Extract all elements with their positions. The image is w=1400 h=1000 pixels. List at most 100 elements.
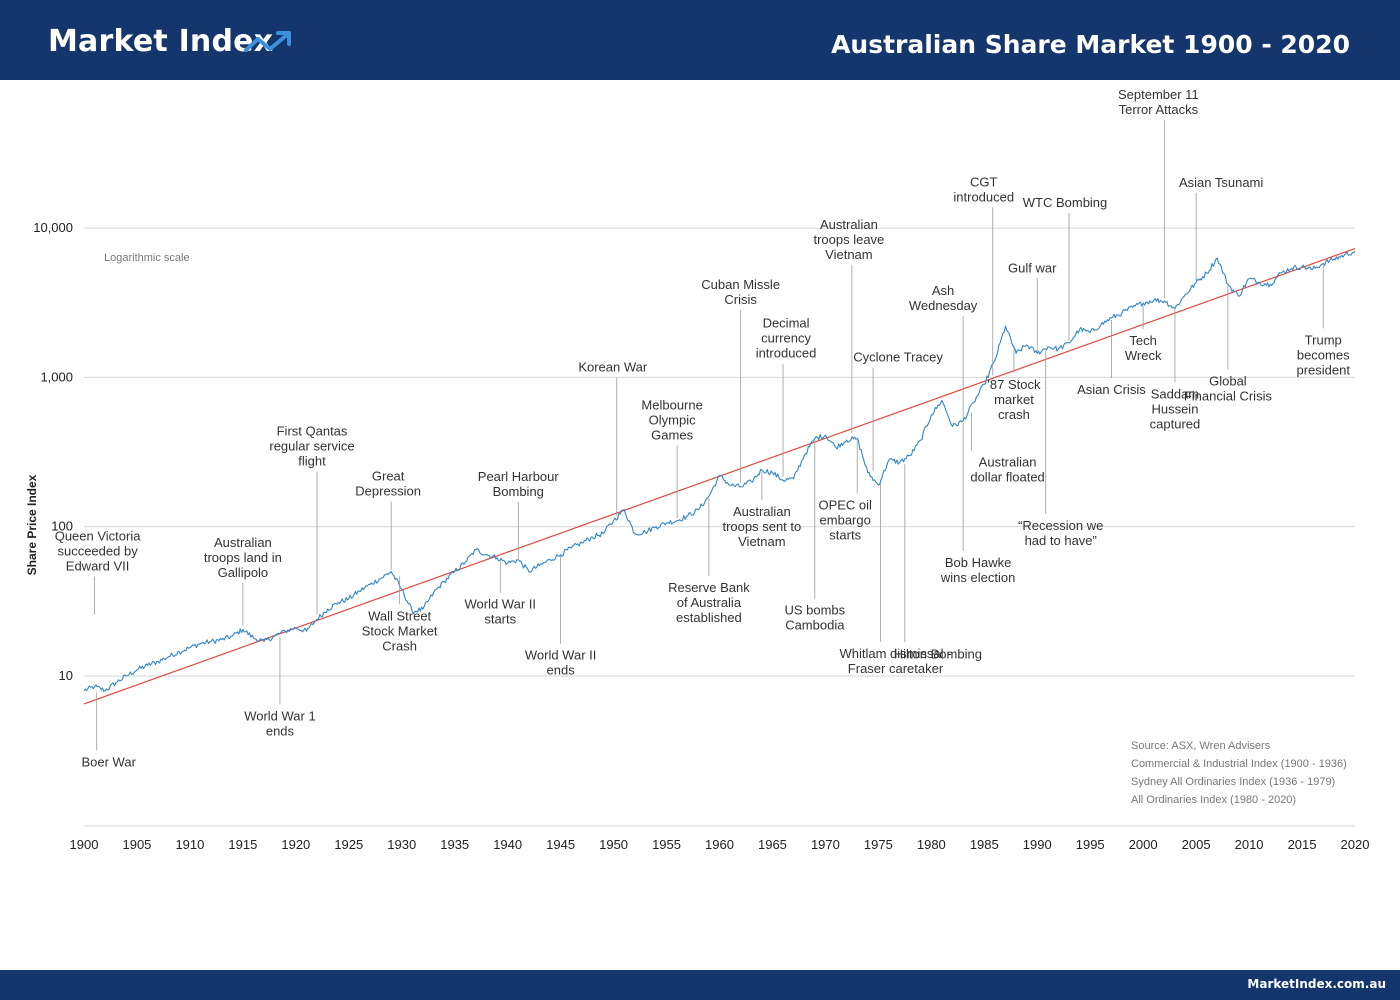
annotation-line: Hussein	[1151, 401, 1198, 416]
annotation-line: established	[676, 610, 742, 625]
annotation-line: currency	[761, 331, 811, 346]
annotation-line: Global	[1209, 373, 1247, 388]
x-tick-label: 1980	[917, 837, 946, 852]
annotation-line: Cambodia	[785, 617, 845, 632]
annotation-line: Decimal	[763, 316, 810, 331]
annotation-line: Crash	[382, 638, 417, 653]
annotation-label: Australian troops sent to Vietnam	[722, 504, 801, 549]
x-tick-label: 1940	[493, 837, 522, 852]
annotation-line: wins election	[940, 570, 1015, 585]
annotation-label: CGT introduced	[953, 174, 1014, 204]
x-tick-label: 1975	[864, 837, 893, 852]
x-tick-label: 2005	[1182, 837, 1211, 852]
annotation-line: Terror Attacks	[1119, 102, 1199, 117]
annotation-label: Reserve Bank of Australia established	[668, 580, 750, 625]
x-tick-label: 1970	[811, 837, 840, 852]
annotation-label: Whitlam dismissal -Fraser caretaker	[840, 646, 952, 676]
axes: 10 100 1,000 10,000 1900 1905 1910 1915 1920 1925…	[33, 220, 1369, 852]
annotation-line: World War 1	[244, 708, 316, 723]
annotation-label: Bob Hawke wins election	[940, 555, 1015, 585]
annotation-line: Australian	[820, 217, 878, 232]
annotation-label: Asian Crisis	[1077, 382, 1146, 397]
annotation-label: First Qantas regular service flight	[269, 424, 354, 469]
annotation-label: OPEC oil embargo starts	[818, 497, 872, 542]
annotation-line: embargo	[820, 512, 871, 527]
annotation-line: Stock Market	[362, 623, 438, 638]
annotation-line: Australian	[979, 455, 1037, 470]
logo-text: Market Index	[48, 24, 274, 59]
x-tick-label: 1995	[1076, 837, 1105, 852]
annotation-line: dollar floated	[970, 470, 1044, 485]
annotation-line: “Recession we	[1018, 518, 1103, 533]
footer-url[interactable]: MarketIndex.com.au	[1247, 977, 1386, 991]
annotation-label: Asian Tsunami	[1179, 175, 1263, 190]
annotation-line: market	[994, 392, 1034, 407]
x-tick-label: 1900	[70, 837, 99, 852]
annotation-line: CGT	[970, 174, 998, 189]
annotation-label: Ash Wednesday	[909, 283, 978, 313]
header-bar: Market Index Australian Share Market 190…	[0, 0, 1400, 80]
annotation-line: Depression	[355, 484, 421, 499]
annotation-label: “Recession we had to have”	[1018, 518, 1103, 548]
annotation-line: introduced	[953, 189, 1014, 204]
annotation-label: Wall Street Stock Market Crash	[362, 608, 438, 653]
annotation-line: September 11	[1118, 87, 1199, 102]
annotation-line: Hilton Bombing	[894, 646, 982, 661]
annotation-line: Reserve Bank	[668, 580, 750, 595]
y-axis-label: Share Price Index	[25, 474, 39, 575]
annotation-line: Australian	[733, 504, 791, 519]
annotation-line: Queen Victoria	[55, 529, 142, 544]
annotation-line: Pearl Harbour	[478, 469, 560, 484]
annotation-label: Saddam Hussein captured	[1150, 386, 1201, 431]
x-tick-label: 2020	[1341, 837, 1370, 852]
annotation-line: Games	[651, 428, 693, 443]
annotation-line: Cyclone Tracey	[853, 350, 943, 365]
page-title: Australian Share Market 1900 - 2020	[831, 30, 1350, 59]
y-tick-label: 100	[51, 519, 73, 534]
annotation-line: Vietnam	[738, 534, 785, 549]
annotation-line: Crisis	[724, 292, 757, 307]
x-tick-label: 1985	[970, 837, 999, 852]
annotation-line: had to have”	[1025, 533, 1097, 548]
x-tick-label: 1955	[652, 837, 681, 852]
x-tick-label: 1965	[758, 837, 787, 852]
x-tick-label: 1915	[228, 837, 257, 852]
annotation-label: Cyclone Tracey	[853, 350, 943, 365]
annotation-line: ends	[266, 723, 295, 738]
annotation-label: Boer War	[81, 754, 136, 769]
annotation-line: First Qantas	[277, 424, 348, 439]
annotation-line: becomes	[1297, 347, 1350, 362]
annotation-line: flight	[298, 454, 326, 469]
annotation-label: World War 1 ends	[244, 708, 316, 738]
annotation-line: crash	[998, 407, 1030, 422]
annotation-line: ends	[547, 663, 576, 678]
annotation-line: Edward VII	[66, 559, 130, 574]
annotation-line: Bombing	[493, 484, 544, 499]
x-tick-label: 1935	[440, 837, 469, 852]
y-tick-label: 10,000	[33, 220, 73, 235]
annotation-line: Financial Crisis	[1184, 388, 1273, 403]
x-tick-label: 1950	[599, 837, 628, 852]
source-line: All Ordinaries Index (1980 - 2020)	[1131, 794, 1296, 806]
annotation-line: regular service	[269, 439, 354, 454]
annotation-line: Korean War	[578, 360, 648, 375]
annotation-label: Queen Victoria succeeded by Edward VII	[55, 529, 142, 574]
annotation-line: Wreck	[1125, 348, 1162, 363]
x-tick-label: 2015	[1288, 837, 1317, 852]
annotation-line: troops leave	[813, 232, 884, 247]
annotation-label: September 11 Terror Attacks	[1118, 87, 1199, 117]
x-tick-label: 1990	[1023, 837, 1052, 852]
annotation-line: captured	[1150, 416, 1201, 431]
annotation-line: OPEC oil	[818, 497, 872, 512]
annotation-line: introduced	[756, 346, 817, 361]
annotation-line: Fraser caretaker	[848, 661, 944, 676]
source-line: Commercial & Industrial Index (1900 - 19…	[1131, 758, 1347, 770]
annotation-line: Gulf war	[1008, 260, 1057, 275]
annotations: Queen Victoria succeeded by Edward VII Boer…	[55, 87, 1351, 769]
annotation-label: Gulf war	[1008, 260, 1057, 275]
annotation-line: Australian	[214, 535, 272, 550]
annotation-line: '87 Stock	[987, 377, 1041, 392]
annotation-label: Korean War	[578, 360, 648, 375]
annotation-label: World War II starts	[464, 597, 536, 627]
annotation-label: Trump becomes president	[1296, 332, 1350, 377]
